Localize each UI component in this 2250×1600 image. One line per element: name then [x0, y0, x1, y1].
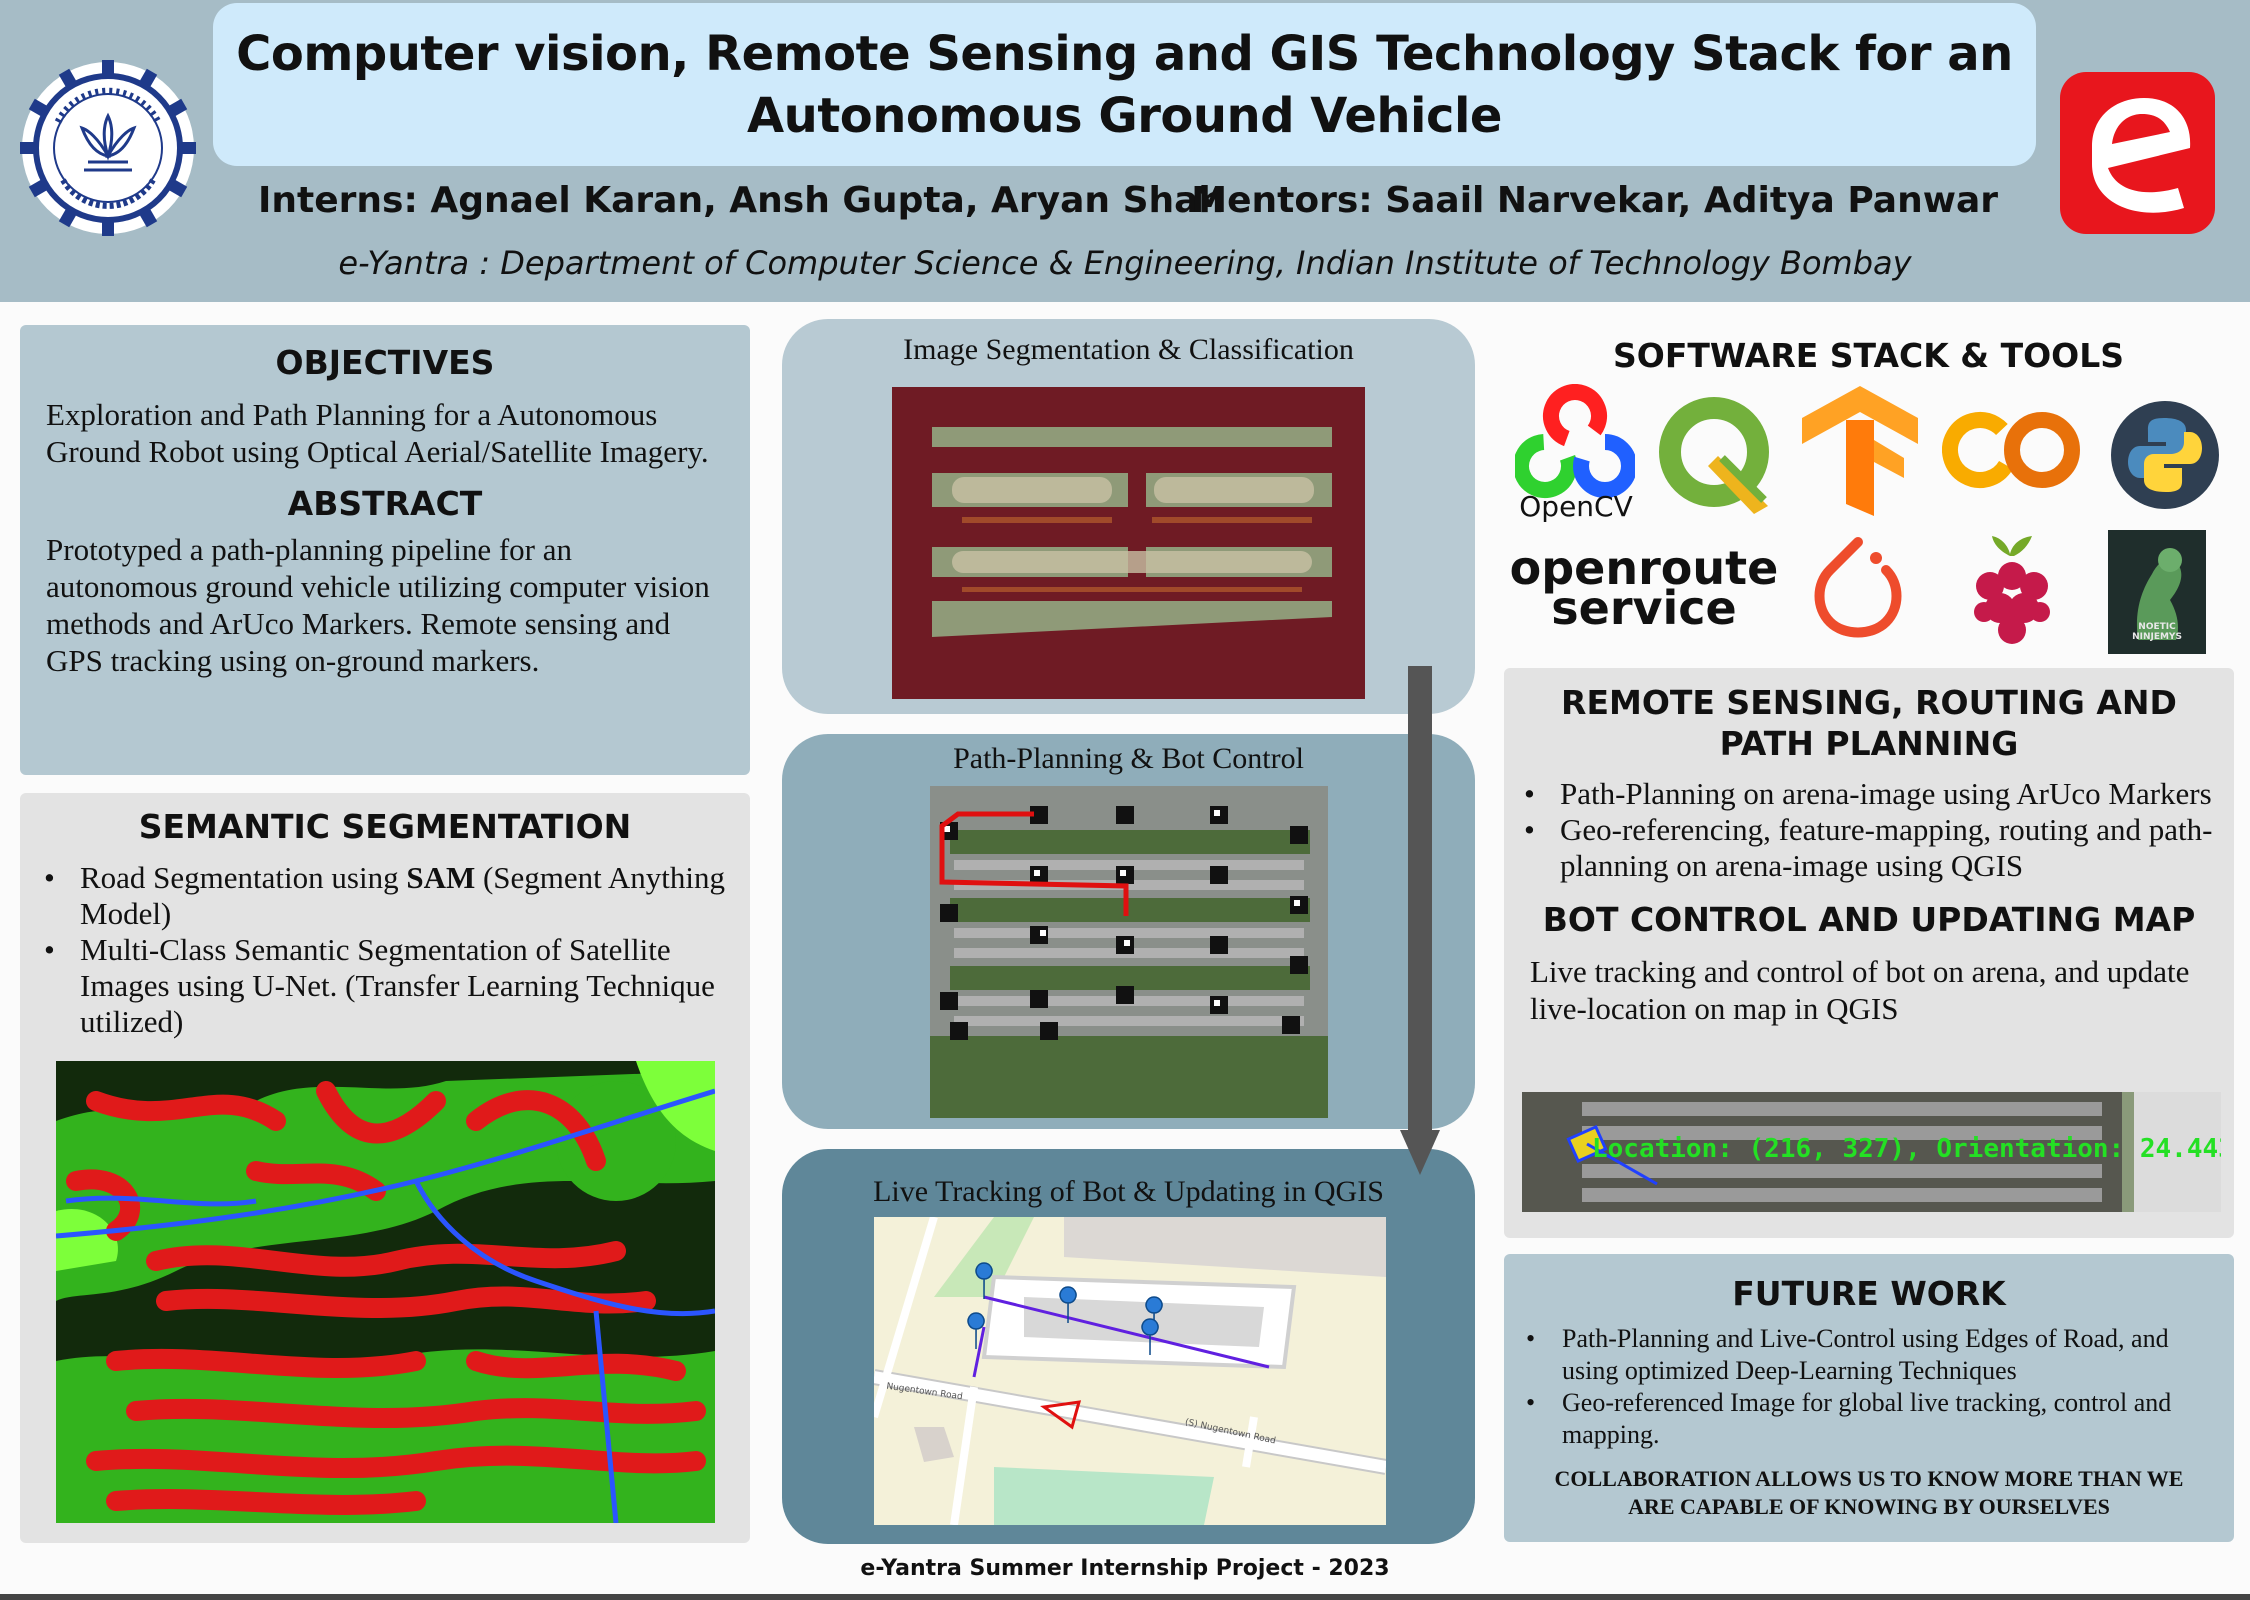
remote-sensing-panel: REMOTE SENSING, ROUTING AND PATH PLANNIN… [1504, 668, 2234, 1238]
semantic-segmentation-panel: SEMANTIC SEGMENTATION Road Segmentation … [20, 793, 750, 1543]
openrouteservice-icon: openroute service [1508, 545, 1780, 631]
segmentation-caption: Image Segmentation & Classification [903, 333, 1354, 366]
tensorflow-icon [1802, 386, 1918, 516]
future-work-bullets: Path-Planning and Live-Control using Edg… [1504, 1323, 2234, 1451]
bot-control-heading: BOT CONTROL AND UPDATING MAP [1542, 900, 2196, 939]
remote-sensing-heading-line1: REMOTE SENSING, ROUTING AND [1561, 683, 2177, 722]
title-box: Computer vision, Remote Sensing and GIS … [213, 3, 2036, 166]
software-stack-heading: SOFTWARE STACK & TOOLS [1613, 336, 2124, 375]
sam-bullet-post: (Segment Anything Model) [80, 860, 725, 931]
tracking-overlay-text: Location: (216, 327), Orientation: 24.44… [1592, 1134, 2221, 1164]
e-yantra-logo [2060, 72, 2215, 234]
path-planning-panel: Path-Planning & Bot Control [782, 734, 1475, 1129]
live-tracking-strip-image: Location: (216, 327), Orientation: 24.44… [1522, 1092, 2221, 1212]
qgis-map-image: Nugentown Road (S) Nugentown Road [874, 1217, 1386, 1525]
list-item: Geo-referenced Image for global live tra… [1526, 1387, 2214, 1451]
path-planning-caption: Path-Planning & Bot Control [953, 742, 1304, 775]
qgis-icon [1659, 397, 1769, 514]
poster-header: Computer vision, Remote Sensing and GIS … [0, 0, 2250, 302]
list-item: Path-Planning on arena-image using ArUco… [1524, 776, 2214, 812]
bottom-bar [0, 1594, 2250, 1600]
abstract-text: Prototyped a path-planning pipeline for … [46, 532, 710, 678]
title-line-2: Autonomous Ground Vehicle [747, 87, 1502, 144]
objectives-abstract-panel: OBJECTIVES Exploration and Path Planning… [20, 325, 750, 775]
segmentation-classification-panel: Image Segmentation & Classification [782, 319, 1475, 714]
openroute-label-line2: service [1551, 581, 1737, 635]
noetic-label-line2: NINJEMYS [2132, 632, 2182, 642]
future-work-panel: FUTURE WORK Path-Planning and Live-Contr… [1504, 1254, 2234, 1542]
list-item: Geo-referencing, feature-mapping, routin… [1524, 812, 2214, 884]
aruco-arena-image [930, 786, 1328, 1118]
semantic-segmentation-bullets: Road Segmentation using SAM (Segment Any… [20, 860, 750, 1040]
ros-noetic-icon [2108, 530, 2206, 654]
quote-line1: COLLABORATION ALLOWS US TO KNOW MORE THA… [1554, 1466, 2184, 1491]
future-work-heading: FUTURE WORK [1732, 1274, 2006, 1313]
list-item: Multi-Class Semantic Segmentation of Sat… [44, 932, 730, 1040]
noetic-label: NOETIC NINJEMYS [2110, 622, 2204, 642]
list-item: Path-Planning and Live-Control using Edg… [1526, 1323, 2214, 1387]
sam-bullet-bold: SAM [406, 860, 476, 895]
bot-control-text: Live tracking and control of bot on aren… [1530, 954, 2190, 1026]
colab-icon [1942, 412, 2080, 488]
iit-bombay-logo [20, 60, 196, 236]
list-item: Road Segmentation using SAM (Segment Any… [44, 860, 730, 932]
live-tracking-caption: Live Tracking of Bot & Updating in QGIS [873, 1175, 1384, 1208]
poster-footer: e-Yantra Summer Internship Project - 202… [860, 1556, 1390, 1581]
python-icon [2111, 401, 2219, 509]
opencv-label: OpenCV [1519, 490, 1633, 523]
sam-bullet-pre: Road Segmentation using [80, 860, 407, 895]
quote-line2: ARE CAPABLE OF KNOWING BY OURSELVES [1628, 1494, 2110, 1519]
openroute-label-line1: openroute [1509, 541, 1779, 595]
noetic-label-line1: NOETIC [2138, 622, 2176, 632]
raspberry-pi-icon [1974, 536, 2050, 644]
poster-title: Computer vision, Remote Sensing and GIS … [236, 23, 2013, 147]
flow-arrow [1400, 666, 1440, 1175]
pytorch-icon [1814, 537, 1902, 638]
collaboration-quote: COLLABORATION ALLOWS US TO KNOW MORE THA… [1504, 1465, 2234, 1521]
remote-sensing-heading-line2: PATH PLANNING [1719, 724, 2019, 763]
abstract-heading: ABSTRACT [287, 484, 483, 523]
live-tracking-panel: Live Tracking of Bot & Updating in QGIS [782, 1149, 1475, 1544]
affiliation-line: e-Yantra : Department of Computer Scienc… [338, 244, 1912, 282]
opencv-icon [1515, 384, 1635, 498]
semantic-segmentation-heading: SEMANTIC SEGMENTATION [138, 807, 632, 846]
segmented-parking-lot-image [892, 387, 1365, 699]
objectives-text: Exploration and Path Planning for a Auto… [46, 397, 709, 469]
title-line-1: Computer vision, Remote Sensing and GIS … [236, 25, 2013, 82]
remote-sensing-heading: REMOTE SENSING, ROUTING AND PATH PLANNIN… [1504, 682, 2234, 764]
mentors-line: Mentors: Saail Narvekar, Aditya Panwar [1191, 180, 1998, 221]
remote-sensing-bullets: Path-Planning on arena-image using ArUco… [1504, 776, 2234, 884]
objectives-heading: OBJECTIVES [275, 343, 495, 382]
interns-line: Interns: Agnael Karan, Ansh Gupta, Aryan… [258, 180, 1225, 221]
unet-segmentation-image [56, 1061, 715, 1523]
